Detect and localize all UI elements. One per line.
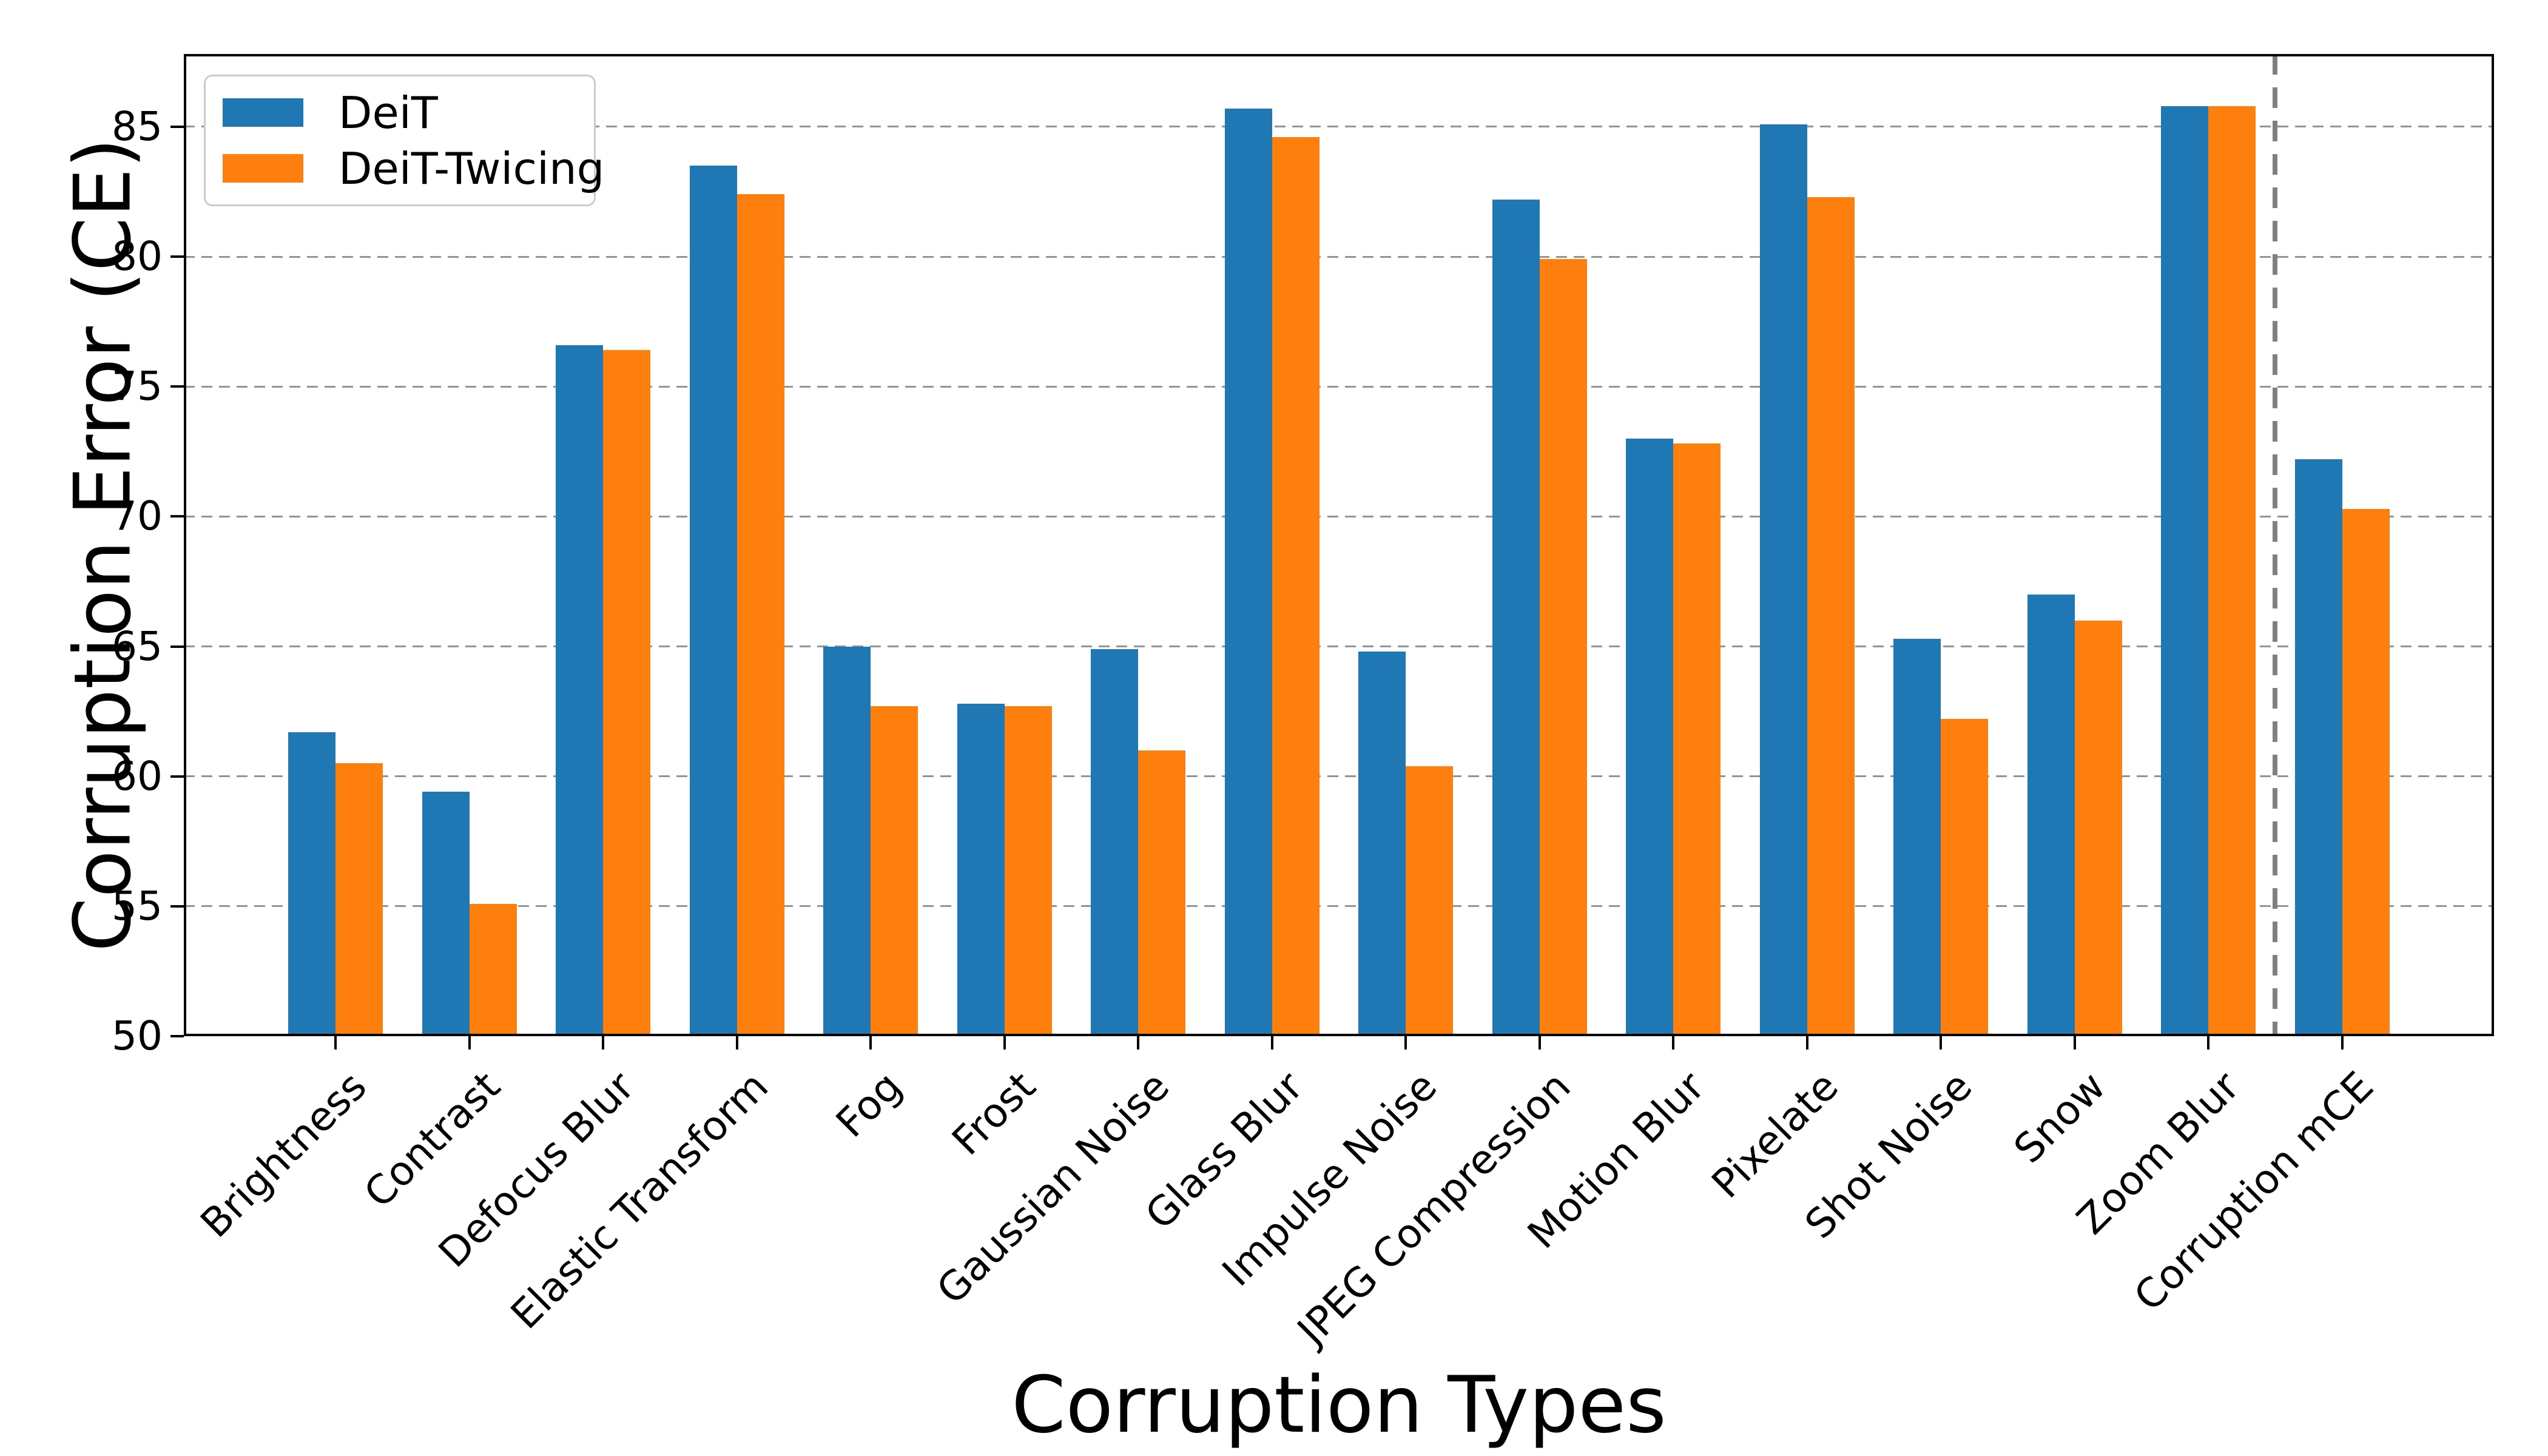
- y-tick-mark-75: [170, 385, 184, 388]
- bar-deit-impulse-noise: [1358, 652, 1406, 1036]
- x-tick-mark-pixelate: [1805, 1036, 1808, 1050]
- x-tick-label-gaussian-noise: Gaussian Noise: [928, 1062, 1179, 1313]
- y-tick-label-70: 70: [112, 493, 163, 540]
- y-tick-mark-70: [170, 515, 184, 518]
- y-tick-mark-60: [170, 775, 184, 778]
- gridline-y-55: [184, 905, 2494, 908]
- x-tick-mark-brightness: [334, 1036, 337, 1050]
- x-tick-mark-impulse-noise: [1404, 1036, 1407, 1050]
- bar-deit-elastic-transform: [689, 166, 737, 1036]
- y-tick-mark-50: [170, 1035, 184, 1037]
- y-tick-label-85: 85: [112, 103, 163, 150]
- legend-item-deit-twicing: DeiT-Twicing: [223, 141, 604, 197]
- bar-deit-twicing-fog: [871, 706, 918, 1036]
- x-tick-label-corruption-mce: Corruption mCE: [2125, 1062, 2382, 1320]
- bar-deit-zoom-blur: [2161, 106, 2208, 1036]
- bar-deit-fog: [823, 646, 871, 1036]
- bar-deit-brightness: [288, 732, 335, 1036]
- y-tick-mark-85: [170, 125, 184, 128]
- bar-deit-twicing-impulse-noise: [1406, 766, 1453, 1036]
- bar-deit-gaussian-noise: [1091, 649, 1138, 1036]
- x-tick-mark-defocus-blur: [602, 1036, 604, 1050]
- bar-deit-twicing-frost: [1004, 706, 1052, 1036]
- y-tick-label-80: 80: [112, 233, 163, 280]
- bar-deit-shot-noise: [1893, 638, 1941, 1036]
- gridline-y-70: [184, 515, 2494, 517]
- y-tick-label-50: 50: [112, 1013, 163, 1059]
- gridline-y-75: [184, 385, 2494, 388]
- x-tick-mark-jpeg-compression: [1538, 1036, 1541, 1050]
- x-tick-mark-glass-blur: [1270, 1036, 1273, 1050]
- x-tick-mark-gaussian-noise: [1137, 1036, 1139, 1050]
- bar-deit-twicing-shot-noise: [1941, 719, 1988, 1036]
- x-tick-mark-zoom-blur: [2207, 1036, 2209, 1050]
- x-tick-mark-elastic-transform: [735, 1036, 738, 1050]
- y-tick-mark-80: [170, 255, 184, 258]
- y-tick-label-65: 65: [112, 622, 163, 670]
- legend-label-deit-twicing: DeiT-Twicing: [339, 143, 605, 194]
- legend: DeiT DeiT-Twicing: [204, 75, 604, 206]
- x-tick-mark-corruption-mce: [2341, 1036, 2344, 1050]
- bar-deit-twicing-jpeg-compression: [1539, 259, 1587, 1036]
- legend-item-deit: DeiT: [223, 85, 576, 141]
- bar-deit-frost: [957, 703, 1005, 1036]
- x-tick-label-snow: Snow: [2005, 1062, 2115, 1173]
- gridline-y-80: [184, 255, 2494, 258]
- y-tick-label-55: 55: [112, 882, 163, 929]
- x-tick-mark-snow: [2073, 1036, 2076, 1050]
- bar-deit-jpeg-compression: [1492, 199, 1540, 1036]
- bar-deit-corruption-mce: [2294, 459, 2342, 1036]
- x-tick-mark-frost: [1003, 1036, 1006, 1050]
- y-tick-mark-55: [170, 905, 184, 908]
- x-tick-label-frost: Frost: [943, 1062, 1045, 1165]
- x-tick-mark-shot-noise: [1940, 1036, 1942, 1050]
- bar-deit-twicing-brightness: [335, 763, 383, 1036]
- x-axis-title: Corruption Types: [1011, 1360, 1667, 1451]
- y-tick-label-75: 75: [112, 363, 163, 410]
- bar-deit-twicing-pixelate: [1807, 197, 1855, 1036]
- x-tick-mark-fog: [869, 1036, 872, 1050]
- bar-deit-twicing-elastic-transform: [736, 194, 784, 1036]
- bar-deit-snow: [2027, 594, 2075, 1036]
- bar-deit-twicing-defocus-blur: [603, 350, 650, 1036]
- bar-deit-twicing-contrast: [469, 903, 517, 1036]
- bar-deit-twicing-gaussian-noise: [1138, 750, 1185, 1036]
- bar-deit-twicing-zoom-blur: [2208, 106, 2256, 1036]
- bar-deit-defocus-blur: [556, 345, 603, 1036]
- bar-deit-twicing-corruption-mce: [2342, 508, 2390, 1036]
- gridline-y-85: [184, 126, 2494, 128]
- x-tick-label-elastic-transform: Elastic Transform: [502, 1062, 777, 1338]
- x-tick-mark-contrast: [468, 1036, 471, 1050]
- bar-deit-pixelate: [1759, 124, 1807, 1036]
- bar-deit-glass-blur: [1224, 108, 1272, 1036]
- legend-label-deit: DeiT: [339, 87, 438, 138]
- x-tick-label-brightness: Brightness: [192, 1062, 376, 1247]
- gridline-y-60: [184, 775, 2494, 778]
- bar-deit-contrast: [422, 792, 470, 1036]
- separator-line: [2273, 54, 2278, 1036]
- bar-deit-twicing-glass-blur: [1272, 137, 1320, 1036]
- legend-swatch-deit-twicing: [223, 154, 303, 183]
- x-tick-mark-motion-blur: [1672, 1036, 1674, 1050]
- x-tick-label-fog: Fog: [827, 1062, 911, 1147]
- bar-deit-twicing-snow: [2074, 620, 2122, 1036]
- legend-swatch-deit: [223, 98, 303, 127]
- gridline-y-65: [184, 645, 2494, 648]
- bar-deit-motion-blur: [1626, 438, 1673, 1036]
- bar-deit-twicing-motion-blur: [1673, 443, 1721, 1036]
- y-tick-label-60: 60: [112, 752, 163, 800]
- y-tick-mark-65: [170, 645, 184, 648]
